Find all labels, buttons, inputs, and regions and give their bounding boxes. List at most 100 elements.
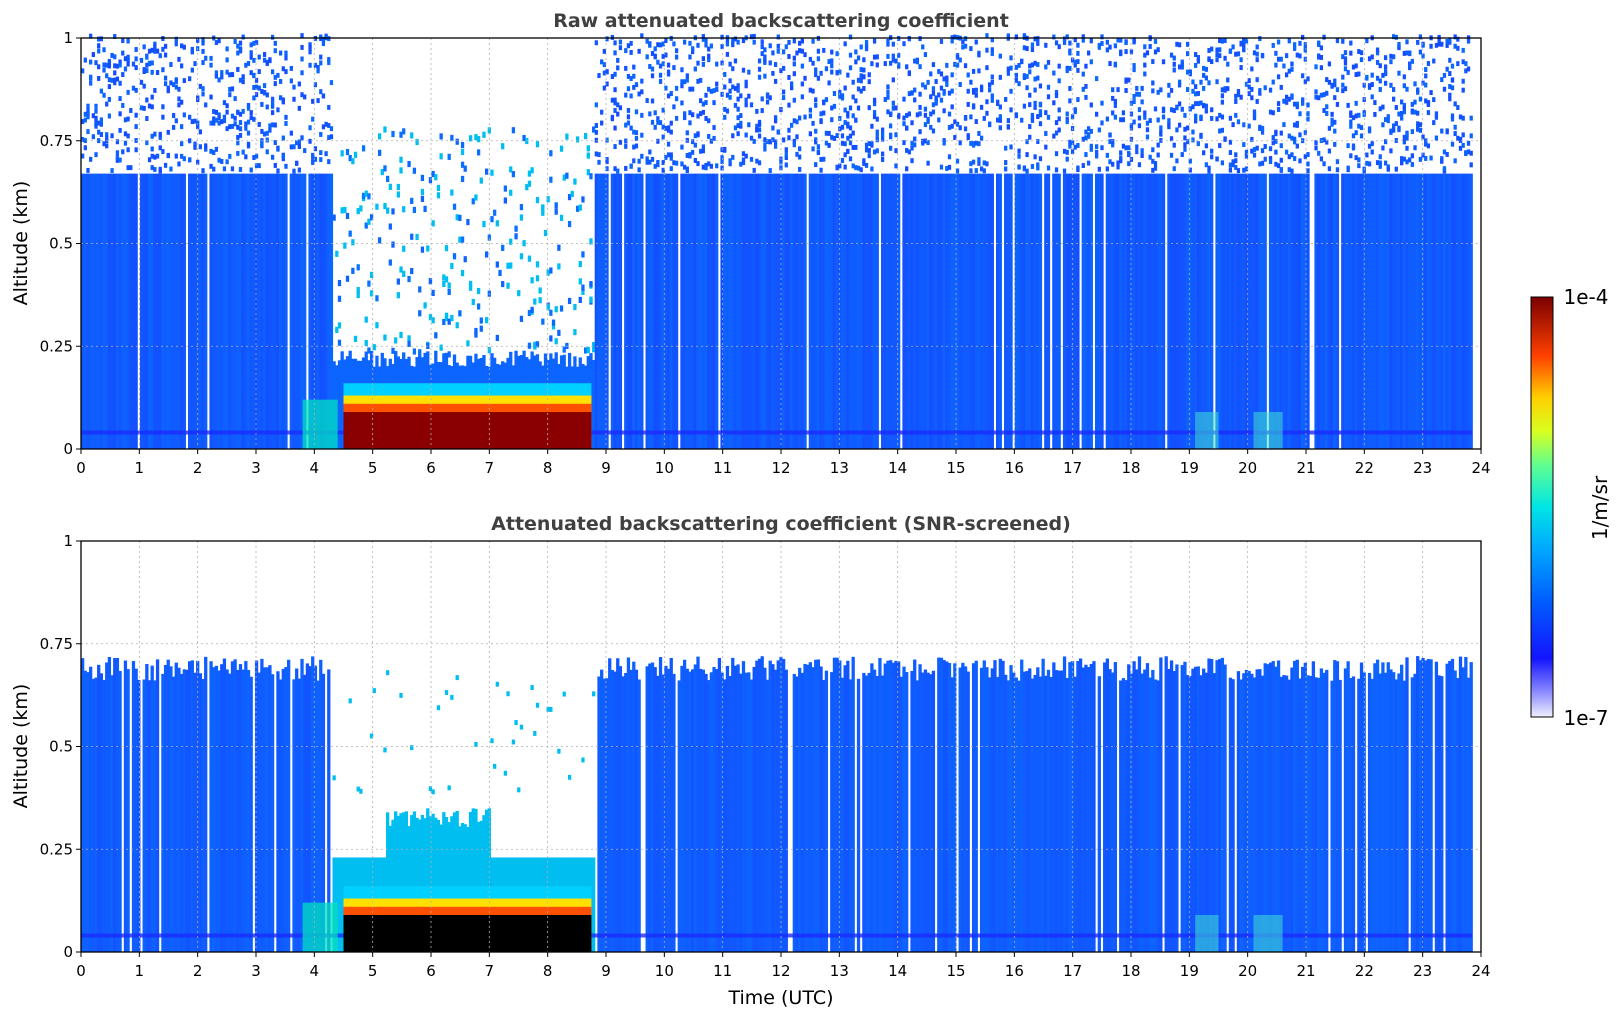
x-tick-label: 9 — [601, 459, 611, 477]
heatmap-cell — [147, 157, 152, 163]
heatmap-cell — [1081, 163, 1085, 168]
heatmap-cell — [656, 42, 660, 48]
heatmap-cell — [1234, 93, 1238, 99]
heatmap-cell — [878, 658, 882, 952]
heatmap-cell — [757, 66, 762, 72]
heatmap-cell — [174, 118, 178, 124]
heatmap-cell — [666, 125, 671, 131]
heatmap-cell — [1220, 173, 1225, 449]
heatmap-cell — [329, 80, 334, 86]
heatmap-cell — [1210, 659, 1214, 952]
heatmap-cell — [313, 665, 318, 952]
heatmap-cell — [760, 44, 764, 50]
heatmap-cell — [182, 173, 186, 449]
heatmap-cell — [1413, 99, 1417, 105]
heatmap-cell — [1306, 161, 1310, 167]
heatmap-cell — [396, 292, 400, 299]
heatmap-cell — [624, 672, 628, 952]
heatmap-cell — [1185, 675, 1190, 952]
heatmap-cell — [252, 173, 256, 449]
heatmap-cell — [905, 173, 909, 449]
heatmap-cell — [985, 99, 989, 105]
heatmap-cell — [1370, 141, 1374, 147]
heatmap-cell — [1274, 50, 1278, 56]
heatmap-cell — [998, 125, 1002, 131]
heatmap-cell — [369, 290, 374, 297]
heatmap-cell — [851, 656, 855, 952]
heatmap-cell — [1036, 139, 1040, 145]
heatmap-cell — [987, 677, 992, 952]
heatmap-cell — [1095, 76, 1099, 82]
heatmap-cell — [902, 96, 906, 102]
heatmap-cell — [1188, 167, 1192, 173]
heatmap-cell — [1357, 71, 1361, 77]
heatmap-cell — [292, 144, 296, 150]
heatmap-cell — [431, 220, 435, 227]
heatmap-cell — [212, 109, 216, 114]
heatmap-cell — [442, 274, 446, 281]
heatmap-cell — [958, 82, 962, 87]
heatmap-cell — [586, 145, 590, 152]
heatmap-cell — [945, 62, 949, 68]
heatmap-cell — [894, 148, 898, 154]
heatmap-cell — [1367, 128, 1372, 134]
heatmap-cell — [618, 105, 623, 111]
heatmap-cell — [1073, 107, 1077, 113]
heatmap-cell — [1148, 173, 1152, 449]
heatmap-cell — [859, 67, 863, 73]
heatmap-cell — [83, 145, 87, 151]
heatmap-cell — [281, 66, 285, 72]
heatmap-cell — [303, 173, 307, 449]
heatmap-cell — [773, 173, 778, 449]
heatmap-cell — [939, 38, 944, 44]
heatmap-cell — [1349, 123, 1353, 129]
heatmap-cell — [1220, 93, 1225, 99]
heatmap-cell — [289, 78, 293, 84]
heatmap-cell — [669, 166, 673, 172]
heatmap-cell — [610, 97, 615, 103]
heatmap-cell — [1303, 79, 1307, 85]
heatmap-cell — [214, 40, 219, 45]
heatmap-cell — [1121, 143, 1126, 149]
heatmap-cell — [452, 253, 457, 260]
heatmap-cell — [592, 341, 596, 349]
heatmap-cell — [1263, 144, 1267, 149]
heatmap-cell — [1194, 84, 1198, 90]
heatmap-cell — [99, 173, 104, 449]
heatmap-cell — [198, 144, 202, 150]
heatmap-cell — [798, 115, 802, 121]
heatmap-cell — [410, 233, 414, 240]
colorbar-gradient — [1530, 296, 1554, 718]
heatmap-cell — [1156, 680, 1160, 952]
heatmap-cell — [1116, 37, 1120, 43]
heatmap-cell — [1381, 173, 1385, 449]
heatmap-cell — [1402, 139, 1406, 145]
heatmap-cell — [1215, 116, 1219, 122]
heatmap-cell — [918, 664, 922, 952]
heatmap-cell — [918, 104, 922, 110]
heatmap-cell — [295, 160, 299, 166]
heatmap-cell — [1009, 88, 1013, 94]
heatmap-cell — [1298, 158, 1302, 164]
heatmap-cell — [220, 70, 224, 76]
x-tick-label: 15 — [946, 962, 965, 980]
heatmap-cell — [685, 152, 689, 158]
heatmap-cell — [514, 225, 518, 232]
heatmap-cell — [800, 63, 804, 69]
heatmap-cell — [102, 141, 106, 147]
heatmap-cell — [214, 73, 219, 79]
heatmap-cell — [1137, 91, 1142, 97]
heatmap-cell — [118, 173, 122, 449]
heatmap-cell — [123, 140, 128, 146]
heatmap-cell — [86, 112, 90, 117]
heatmap-cell — [937, 92, 941, 98]
heatmap-cell — [578, 204, 582, 211]
heatmap-cell — [602, 678, 606, 952]
heatmap-cell — [977, 141, 981, 147]
heatmap-cell — [361, 145, 366, 152]
heatmap-cell — [1054, 167, 1059, 173]
heatmap-cell — [311, 160, 315, 165]
heatmap-cell — [1207, 173, 1211, 449]
heatmap-cell — [270, 103, 275, 109]
heatmap-cell — [150, 133, 154, 139]
